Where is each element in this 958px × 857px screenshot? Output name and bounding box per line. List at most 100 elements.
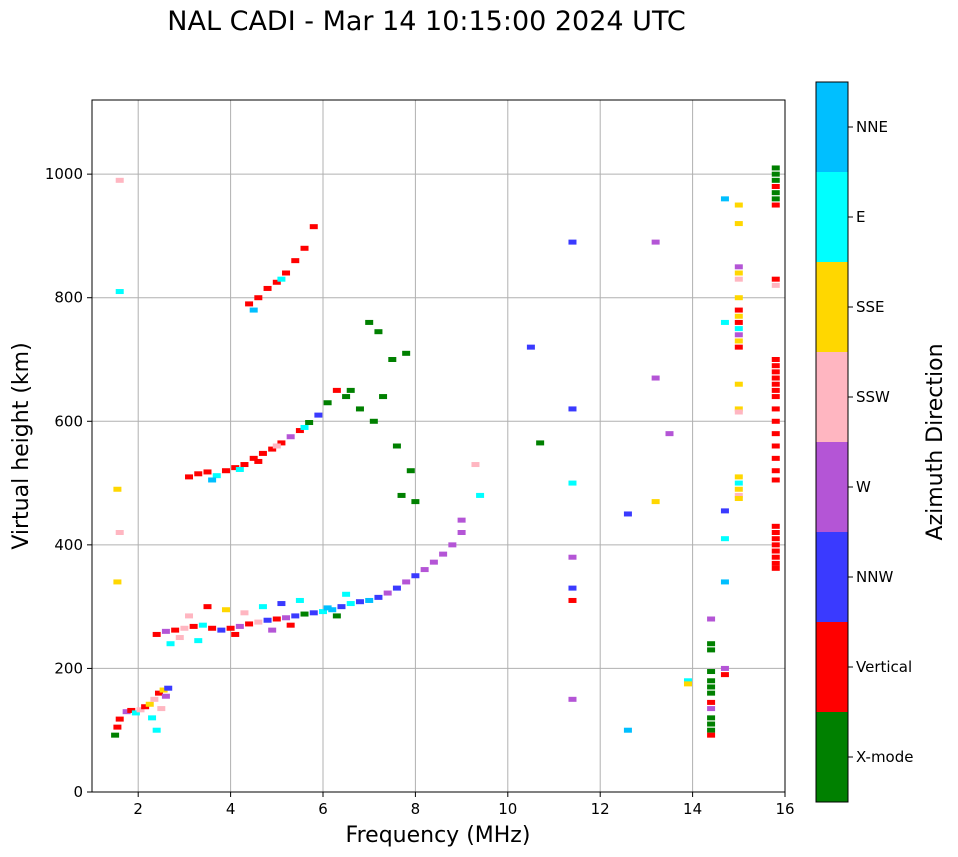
data-point bbox=[164, 685, 173, 691]
data-point bbox=[277, 276, 286, 282]
data-point bbox=[328, 607, 337, 613]
x-axis-label: Frequency (MHz) bbox=[346, 823, 531, 848]
data-point bbox=[131, 710, 140, 716]
data-point bbox=[734, 338, 743, 344]
data-point bbox=[282, 270, 291, 276]
grid-lines bbox=[92, 100, 785, 792]
data-point bbox=[231, 465, 240, 471]
data-point bbox=[734, 319, 743, 325]
x-tick-label: 16 bbox=[775, 800, 794, 818]
series-e-layer-trace bbox=[111, 685, 173, 738]
data-point bbox=[734, 409, 743, 415]
series-upper-trace bbox=[245, 224, 318, 313]
data-point bbox=[734, 307, 743, 313]
series-15-8-mhz-column bbox=[771, 165, 780, 571]
data-point bbox=[771, 565, 780, 571]
x-tick-label: 12 bbox=[591, 800, 610, 818]
data-point bbox=[346, 387, 355, 393]
x-axis-ticks: 2 4 6 8 10 12 14 16 bbox=[133, 792, 795, 818]
data-point bbox=[300, 611, 309, 617]
data-point bbox=[161, 693, 170, 699]
data-point bbox=[309, 610, 318, 616]
data-point bbox=[771, 443, 780, 449]
data-point bbox=[185, 474, 194, 480]
data-point bbox=[402, 350, 411, 356]
data-point bbox=[194, 638, 203, 644]
data-point bbox=[476, 492, 485, 498]
data-point bbox=[300, 424, 309, 430]
data-point bbox=[665, 431, 674, 437]
data-point bbox=[355, 599, 364, 605]
data-point bbox=[374, 329, 383, 335]
data-point bbox=[291, 258, 300, 264]
data-point bbox=[568, 585, 577, 591]
data-point bbox=[185, 613, 194, 619]
colorbar-swatch bbox=[816, 532, 848, 622]
data-point bbox=[402, 579, 411, 585]
data-point bbox=[217, 627, 226, 633]
data-point bbox=[286, 622, 295, 628]
data-point bbox=[152, 727, 161, 733]
data-point bbox=[734, 270, 743, 276]
data-point bbox=[771, 530, 780, 535]
data-point bbox=[295, 428, 304, 434]
data-point bbox=[254, 295, 263, 301]
colorbar-tick-label: Vertical bbox=[856, 658, 912, 676]
data-point bbox=[771, 381, 780, 387]
data-point bbox=[734, 332, 743, 338]
data-point bbox=[383, 590, 392, 596]
data-point bbox=[365, 597, 374, 603]
data-point bbox=[771, 184, 780, 189]
data-point bbox=[439, 551, 448, 557]
colorbar-tick-label: W bbox=[856, 478, 871, 496]
data-point bbox=[254, 458, 263, 464]
data-point bbox=[771, 406, 780, 412]
series-second-hop-trace bbox=[185, 387, 364, 483]
data-point bbox=[240, 610, 249, 616]
data-point bbox=[623, 511, 632, 517]
colorbar-swatch bbox=[816, 82, 848, 172]
data-point bbox=[258, 450, 267, 456]
data-point bbox=[154, 690, 163, 696]
data-point bbox=[771, 375, 780, 381]
y-tick-label: 200 bbox=[54, 659, 83, 677]
data-point bbox=[180, 625, 189, 631]
data-point bbox=[272, 616, 281, 622]
data-point bbox=[113, 579, 122, 585]
data-point bbox=[568, 696, 577, 702]
data-point bbox=[203, 469, 212, 475]
data-point bbox=[568, 480, 577, 486]
data-point bbox=[771, 369, 780, 375]
data-point bbox=[122, 709, 131, 715]
data-point bbox=[720, 196, 729, 202]
data-point bbox=[249, 307, 258, 313]
data-point bbox=[707, 647, 716, 653]
data-point bbox=[337, 604, 346, 610]
colorbar: X-mode Vertical NNW W SSW SSE E NNE bbox=[815, 81, 913, 803]
data-point bbox=[136, 707, 145, 713]
data-point bbox=[771, 363, 780, 369]
y-tick-label: 800 bbox=[54, 289, 83, 307]
data-point bbox=[198, 622, 207, 628]
colorbar-tick-label: NNW bbox=[856, 568, 893, 586]
data-point bbox=[148, 715, 157, 721]
colorbar-label: Azimuth Direction bbox=[923, 343, 948, 540]
data-point bbox=[258, 604, 267, 610]
colorbar-tick-label: NNE bbox=[856, 118, 888, 136]
data-point bbox=[127, 707, 136, 713]
data-point bbox=[249, 455, 258, 461]
data-point bbox=[568, 406, 577, 412]
data-point bbox=[771, 431, 780, 437]
data-point bbox=[734, 264, 743, 270]
data-point bbox=[319, 609, 327, 615]
data-point bbox=[568, 554, 577, 560]
data-point bbox=[720, 536, 729, 542]
data-point bbox=[161, 628, 170, 634]
data-point bbox=[720, 579, 729, 585]
data-point bbox=[145, 701, 154, 707]
data-point bbox=[707, 732, 716, 738]
data-point bbox=[707, 721, 716, 727]
data-point bbox=[771, 542, 780, 548]
data-point bbox=[734, 406, 743, 412]
data-point bbox=[771, 276, 780, 282]
